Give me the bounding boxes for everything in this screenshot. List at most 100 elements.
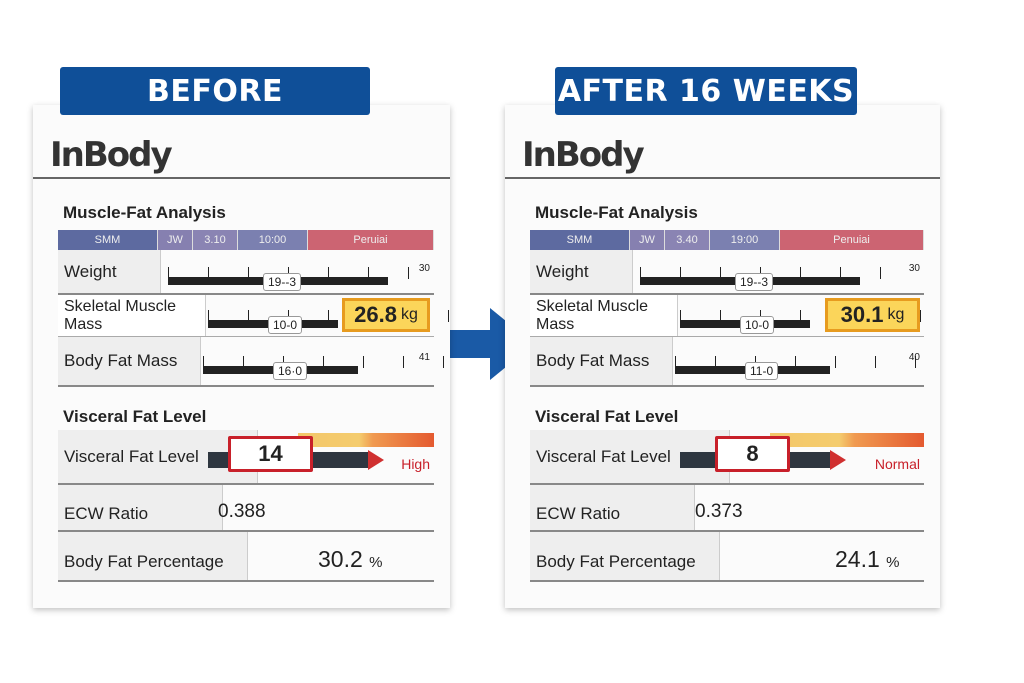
- scale-tick: [640, 266, 641, 279]
- ecw-label: ECW Ratio: [58, 485, 223, 530]
- scale-tick: [675, 356, 676, 368]
- scale-tick: [248, 266, 249, 279]
- range-strip-cell: 19:00: [710, 230, 780, 250]
- scale-tick: [680, 266, 681, 279]
- before-banner: BEFORE: [60, 67, 370, 115]
- range-strip-cell: Peruiai: [308, 230, 434, 250]
- bfp-label: Body Fat Percentage: [530, 532, 720, 580]
- vfl-value-box: 8: [715, 436, 790, 472]
- smm-value-box: 26.8 kg: [342, 298, 430, 332]
- range-strip-cell: SMM: [58, 230, 158, 250]
- muscle-fat-heading: Muscle-Fat Analysis: [63, 203, 226, 222]
- range-strip-cell: SMM: [530, 230, 630, 250]
- scale-tick: [243, 356, 244, 368]
- smm-row: Skeletal Muscle Mass 10-0 30.1 kg: [530, 295, 924, 337]
- smm-value: 26.8: [354, 302, 397, 327]
- vfl-color-scale: [298, 433, 434, 447]
- bfm-label: Body Fat Mass: [58, 337, 201, 385]
- after-banner: AFTER 16 WEEKS: [555, 67, 857, 115]
- scale-marker: 10-0: [268, 316, 303, 334]
- ecw-value: 0.388: [218, 501, 266, 522]
- scale-tick: [920, 310, 921, 322]
- scale-tick: [443, 356, 444, 368]
- bfp-value: 24.1 %: [835, 546, 900, 573]
- inbody-logo: InBody: [50, 135, 173, 175]
- bfm-row: Body Fat Mass 11-0 40: [530, 337, 924, 387]
- weight-row: Weight 19--3 30: [58, 250, 434, 295]
- scale-marker: 11-0: [745, 362, 779, 380]
- scale-tick: [203, 356, 204, 368]
- bfp-number: 30.2: [318, 546, 363, 572]
- weight-row: Weight 19--3 30: [530, 250, 924, 295]
- scale-tick: [720, 266, 721, 279]
- range-strip-cell: 3.40: [665, 230, 710, 250]
- scale-tick: [880, 266, 881, 279]
- bfm-label: Body Fat Mass: [530, 337, 673, 385]
- scale-tick: [448, 310, 449, 322]
- before-report: InBody Muscle-Fat Analysis SMM JW 3.10 10:00 P…: [33, 105, 450, 608]
- bfp-value: 30.2 %: [318, 546, 383, 573]
- ecw-row: ECW Ratio 0.388: [58, 485, 434, 532]
- scale-max: 40: [908, 352, 920, 363]
- range-strip-cell: Penuiai: [780, 230, 924, 250]
- scale-tick: [835, 356, 836, 368]
- range-strip: SMM JW 3.40 19:00 Penuiai: [530, 230, 924, 250]
- bfp-row: Body Fat Percentage 30.2 %: [58, 532, 434, 582]
- smm-value: 30.1: [840, 302, 884, 327]
- smm-value-box: 30.1 kg: [825, 298, 920, 332]
- scale-tick: [208, 266, 209, 279]
- smm-row: Skeletal Muscle Mass 10-0 26.8 kg: [58, 295, 449, 337]
- smm-unit: kg: [887, 306, 905, 323]
- scale-tick: [795, 356, 796, 368]
- bfp-number: 24.1: [835, 546, 880, 572]
- ecw-value: 0.373: [695, 501, 743, 522]
- range-strip-cell: JW: [630, 230, 665, 250]
- bfp-label: Body Fat Percentage: [58, 532, 248, 580]
- vfl-value-box: 14: [228, 436, 313, 472]
- muscle-fat-heading: Muscle-Fat Analysis: [535, 203, 698, 222]
- visceral-heading: Visceral Fat Level: [63, 407, 207, 426]
- bfm-row: Body Fat Mass 16·0 41: [58, 337, 444, 387]
- scale-tick: [368, 266, 369, 279]
- vfl-arrow-icon: [830, 450, 846, 470]
- scale-tick: [800, 310, 801, 322]
- vfl-color-scale: [770, 433, 924, 447]
- scale-marker: 16·0: [273, 362, 308, 380]
- weight-label: Weight: [530, 250, 633, 293]
- vfl-arrow-icon: [368, 450, 384, 470]
- scale-marker: 19--3: [735, 272, 774, 291]
- vfl-status: Normal: [874, 456, 920, 472]
- scale-tick: [715, 356, 716, 368]
- scale-tick: [800, 266, 801, 279]
- vfl-row: Visceral Fat Level 14 High: [58, 430, 434, 485]
- scale-tick: [403, 356, 404, 368]
- range-strip: SMM JW 3.10 10:00 Peruiai: [58, 230, 434, 250]
- ecw-label: ECW Ratio: [530, 485, 695, 530]
- range-strip-cell: 3.10: [193, 230, 238, 250]
- scale-max: 30: [418, 262, 430, 274]
- range-strip-cell: 10:00: [238, 230, 308, 250]
- scale-tick: [328, 266, 329, 279]
- scale-marker: 19--3: [263, 272, 302, 291]
- scale-tick: [915, 356, 916, 368]
- scale-tick: [840, 266, 841, 279]
- vfl-row: Visceral Fat Level 8 Normal: [530, 430, 924, 485]
- after-report: InBody Muscle-Fat Analysis SMM JW 3.40 19:00 P…: [505, 105, 940, 608]
- divider: [505, 177, 940, 179]
- scale-tick: [248, 310, 249, 322]
- bfp-row: Body Fat Percentage 24.1 %: [530, 532, 924, 582]
- weight-label: Weight: [58, 250, 161, 293]
- smm-unit: kg: [400, 306, 418, 323]
- scale-tick: [875, 356, 876, 368]
- scale-max: 30: [908, 262, 920, 274]
- scale-tick: [363, 356, 364, 368]
- inbody-logo: InBody: [522, 135, 645, 175]
- scale-tick: [168, 266, 169, 279]
- smm-label: Skeletal Muscle Mass: [58, 295, 206, 336]
- vfl-status: High: [401, 456, 430, 472]
- scale-tick: [208, 310, 209, 322]
- visceral-heading: Visceral Fat Level: [535, 407, 679, 426]
- scale-marker: 10-0: [740, 316, 775, 334]
- scale-tick: [323, 356, 324, 368]
- scale-tick: [408, 266, 409, 279]
